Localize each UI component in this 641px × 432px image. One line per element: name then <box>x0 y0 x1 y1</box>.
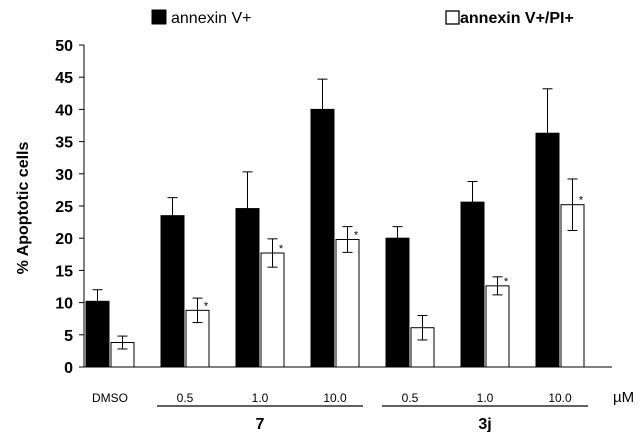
significance-star: * <box>504 276 509 288</box>
bar-annexin-v <box>236 209 259 367</box>
y-tick-label: 15 <box>55 263 73 280</box>
significance-star: * <box>462 202 467 214</box>
y-tick-label: 5 <box>64 328 73 345</box>
unit-label: µM <box>613 389 634 406</box>
y-tick-label: 25 <box>55 199 73 216</box>
x-tick-label: 10.0 <box>323 391 347 405</box>
bar-annexin-v-pi <box>261 253 284 367</box>
x-tick-label: 1.0 <box>477 391 494 405</box>
y-tick-label: 10 <box>55 296 73 313</box>
bar-annexin-v-pi <box>486 286 509 367</box>
significance-star: * <box>537 133 542 145</box>
y-tick-label: 35 <box>55 135 73 152</box>
legend-swatch-annexin-v <box>152 10 166 24</box>
y-tick-label: 0 <box>64 360 73 377</box>
x-tick-label: DMSO <box>92 391 128 405</box>
bar-annexin-v-pi <box>336 239 359 367</box>
bar-annexin-v <box>461 202 484 367</box>
significance-star: * <box>312 109 317 121</box>
bar-annexin-v <box>386 238 409 367</box>
group-label: 7 <box>256 416 265 432</box>
plot-area: 0 5 10 15 20 25 30 35 40 45 50 * * * * * * * * * * * DMSO 0.5 1.… <box>55 38 612 432</box>
y-tick-label: 50 <box>55 38 73 55</box>
significance-star: * <box>279 243 284 255</box>
significance-star: * <box>579 195 584 207</box>
significance-star: * <box>237 209 242 221</box>
group-label: 3j <box>478 416 491 432</box>
y-tick-label: 20 <box>55 231 73 248</box>
significance-star: * <box>354 229 359 241</box>
y-axis-label: % Apoptotic cells <box>15 142 32 275</box>
x-tick-label: 10.0 <box>548 391 572 405</box>
y-tick-label: 30 <box>55 167 73 184</box>
significance-star: * <box>387 238 392 250</box>
bar-annexin-v <box>536 133 559 367</box>
bar-annexin-v <box>311 109 334 367</box>
legend-swatch-annexin-v-pi <box>446 11 459 24</box>
bar-annexin-v <box>161 216 184 367</box>
x-tick-label: 0.5 <box>402 391 419 405</box>
y-tick-label: 40 <box>55 102 73 119</box>
legend-label-annexin-v: annexin V+ <box>171 10 252 27</box>
bar-annexin-v <box>86 301 109 367</box>
x-tick-label: 0.5 <box>177 391 194 405</box>
significance-star: * <box>204 300 209 312</box>
significance-star: * <box>162 216 167 228</box>
y-tick-label: 45 <box>55 70 73 87</box>
legend-label-annexin-v-pi: annexin V+/PI+ <box>460 10 574 27</box>
x-tick-label: 1.0 <box>252 391 269 405</box>
legend: annexin V+ annexin V+/PI+ <box>152 10 574 27</box>
